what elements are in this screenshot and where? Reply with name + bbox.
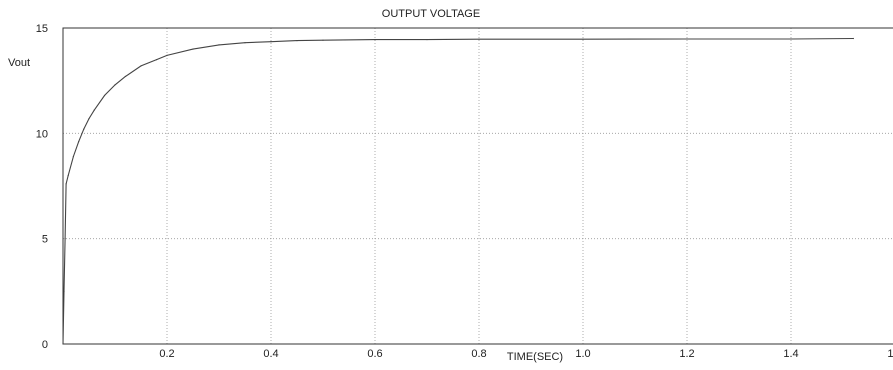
series-point <box>852 37 855 40</box>
series-point <box>582 38 584 40</box>
series-point <box>124 75 126 78</box>
series-point <box>88 117 90 120</box>
tick-layer: 0.2 0.4 0.6 0.8 1.0 1.2 1.4 1.6 0 5 10 15 <box>36 23 893 360</box>
series-point <box>78 141 80 143</box>
series-point <box>686 38 688 40</box>
y-axis-label: Vout <box>8 57 30 69</box>
x-tick-label: 0.2 <box>159 348 174 360</box>
x-axis-label: TIME(SEC) <box>507 351 563 363</box>
y-tick-label: 0 <box>42 339 48 351</box>
series-point <box>192 48 194 50</box>
series-point <box>322 39 324 41</box>
series-line <box>62 37 854 345</box>
series-point <box>65 183 67 185</box>
series-point <box>72 155 74 158</box>
x-tick-label: 0.8 <box>471 348 486 360</box>
series-point <box>114 84 116 86</box>
x-tick-label: 0.6 <box>367 348 382 360</box>
x-tick-label: 1.4 <box>783 348 798 360</box>
chart-title: OUTPUT VOLTAGE <box>382 8 480 20</box>
y-tick-label: 15 <box>36 23 48 35</box>
y-tick-label: 10 <box>36 128 48 140</box>
x-tick-label: 1.6 <box>887 348 893 360</box>
series-point <box>244 42 246 44</box>
series-point <box>93 109 95 111</box>
grid-layer <box>63 28 893 344</box>
y-tick-label: 5 <box>42 234 48 246</box>
series-point <box>64 238 66 240</box>
series-point <box>156 59 158 61</box>
x-tick-label: 1.2 <box>679 348 694 360</box>
plot-frame <box>62 27 893 345</box>
x-tick-label: 0.4 <box>263 348 278 360</box>
series-point <box>426 38 428 41</box>
x-tick-label: 1.0 <box>575 348 590 360</box>
series-point <box>218 44 220 46</box>
series-point <box>83 128 85 130</box>
series-point <box>270 41 272 43</box>
series-point <box>140 65 142 67</box>
series-point <box>104 94 106 97</box>
series-point <box>63 290 65 292</box>
series-point <box>166 54 168 56</box>
series-point <box>790 38 792 40</box>
series-point <box>67 174 69 177</box>
series-layer <box>62 37 855 345</box>
series-point <box>296 40 298 42</box>
series-point <box>374 38 376 41</box>
series-point <box>478 38 480 40</box>
series-point <box>62 343 64 345</box>
